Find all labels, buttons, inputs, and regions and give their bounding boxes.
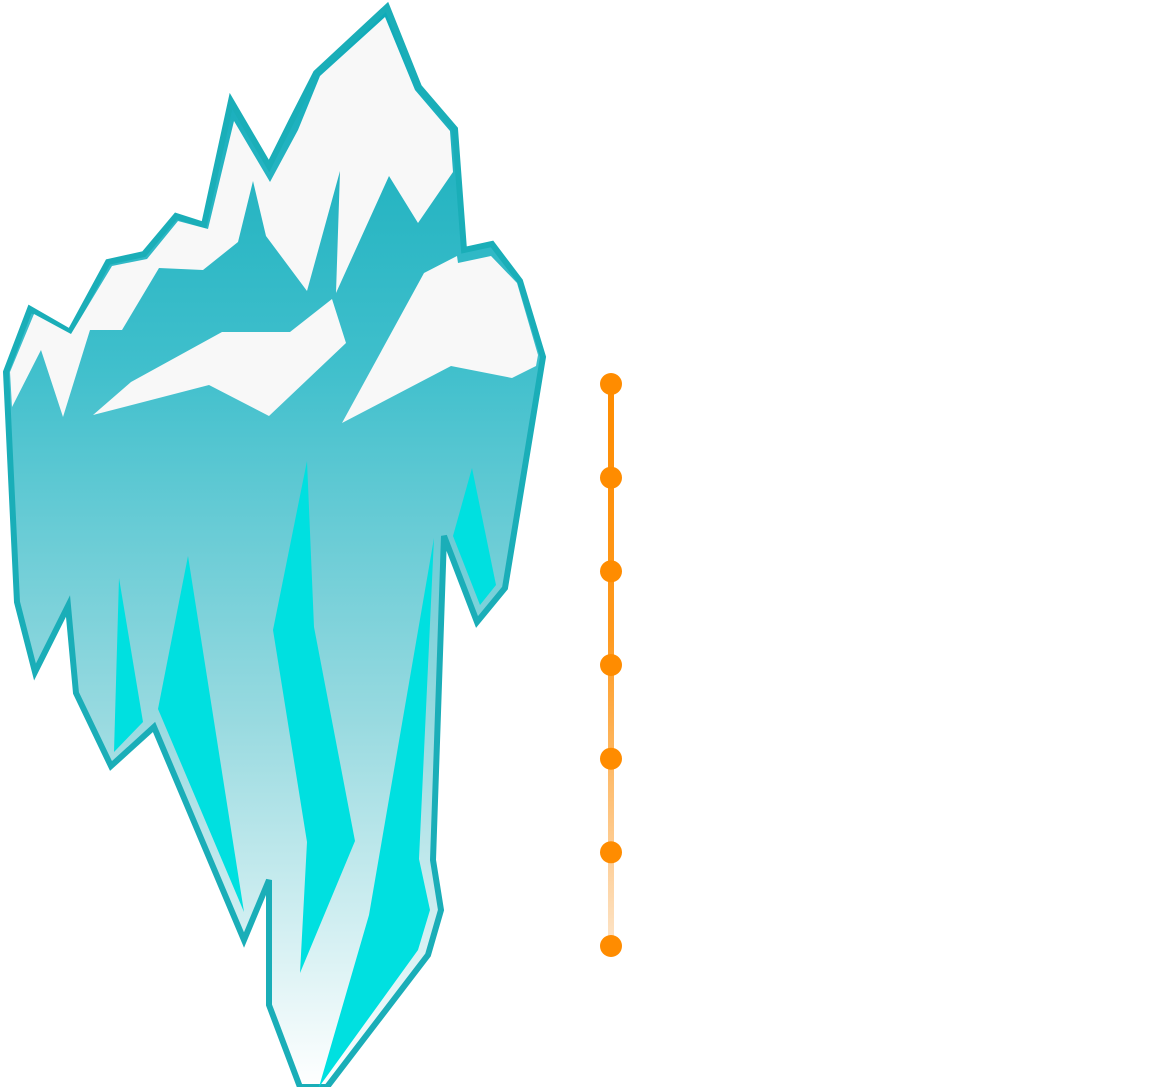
crystal-shard-5 <box>453 468 496 605</box>
snow-cap-left <box>10 17 453 417</box>
crystal-shard-3 <box>273 461 355 973</box>
snow-ledge <box>93 299 346 416</box>
crystal-shard-4 <box>319 538 434 1087</box>
timeline-marker <box>600 841 622 864</box>
timeline-markers <box>600 373 622 957</box>
timeline-marker <box>600 560 622 583</box>
timeline-marker <box>600 654 622 676</box>
timeline-marker <box>600 466 622 489</box>
timeline-marker <box>600 747 622 770</box>
timeline-marker <box>600 373 622 395</box>
timeline-marker <box>600 935 622 957</box>
crystal-shard-1 <box>114 578 143 752</box>
crystal-shard-2 <box>158 556 244 912</box>
